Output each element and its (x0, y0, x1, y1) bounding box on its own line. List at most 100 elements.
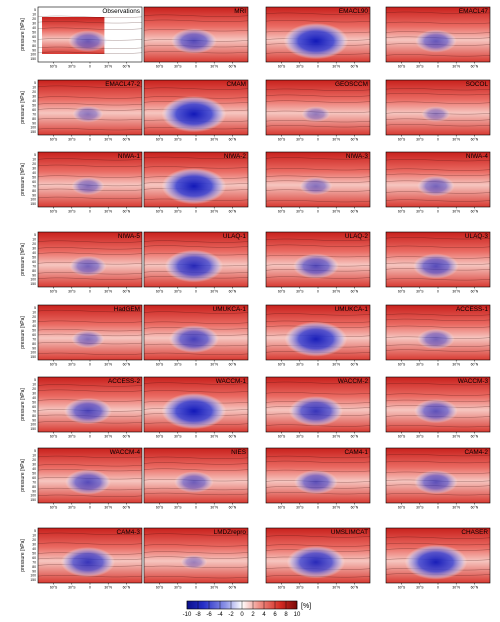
y-axis-label: pressure [hPa] (20, 163, 26, 196)
y-axis-label: pressure [hPa] (20, 18, 26, 51)
x-tick-label: 60°N (123, 290, 131, 294)
y-tick-label: 20 (32, 17, 36, 21)
y-tick-label: 50 (32, 255, 36, 259)
x-tick-label: 60°S (278, 138, 286, 142)
contour-line (37, 21, 143, 24)
x-tick-label: 30°N (104, 138, 112, 142)
y-axis-label: pressure [hPa] (20, 91, 26, 124)
x-tick-label: 30°N (332, 435, 340, 439)
contour-line (143, 240, 249, 243)
x-tick-label: 30°N (210, 506, 218, 510)
contour-line (143, 19, 249, 22)
x-tick-label: 60°N (123, 138, 131, 142)
y-tick-label: 40 (32, 547, 36, 551)
x-tick-label: 30°S (174, 586, 182, 590)
negative-anomaly-region (161, 168, 227, 205)
x-tick-label: 60°S (50, 138, 58, 142)
x-tick-label: 0 (195, 506, 197, 510)
y-tick-label: 30 (32, 247, 36, 251)
contour-line (37, 15, 143, 18)
contour-line (265, 392, 371, 395)
panel-title: UMUKCA-1 (335, 306, 369, 313)
y-tick-label: 70 (32, 337, 36, 341)
x-tick-label: 0 (317, 138, 319, 142)
contour-line (265, 244, 371, 247)
panel: LMDZrepro 60°S 30°S 0 30°N 60°N (143, 527, 249, 590)
contour-line (385, 168, 491, 171)
y-tick-label: 50 (32, 328, 36, 332)
y-tick-label: 70 (32, 112, 36, 116)
contour-line (265, 175, 371, 178)
y-tick-label: 40 (32, 171, 36, 175)
panel: ACCESS-1 60°S 30°S 0 30°N 60°N (385, 304, 491, 367)
contour-line (37, 247, 143, 250)
negative-anomaly-region (417, 175, 455, 197)
y-axis-label: pressure [hPa] (20, 539, 26, 572)
negative-anomaly-region (64, 397, 112, 425)
y-tick-label: 5 (34, 529, 36, 533)
x-tick-label: 30°S (174, 435, 182, 439)
y-tick-label: 80 (32, 189, 36, 193)
x-tick-label: 30°S (174, 65, 182, 69)
y-tick-label: 50 (32, 471, 36, 475)
y-tick-label: 150 (30, 355, 36, 359)
panel-title: WACCM-3 (458, 378, 489, 385)
panel: EMACL47-2 60°S 30°S 0 30°N 60°N 51020304050607… (20, 79, 143, 142)
x-tick-label: 60°N (123, 506, 131, 510)
x-tick-label: 60°S (156, 506, 164, 510)
panel-title: LMDZrepro (214, 529, 247, 536)
x-tick-label: 30°N (210, 138, 218, 142)
y-tick-label: 90 (32, 489, 36, 493)
panel-title: WACCM-1 (216, 378, 247, 385)
y-tick-label: 50 (32, 400, 36, 404)
y-tick-label: 10 (32, 238, 36, 242)
x-tick-label: 0 (437, 506, 439, 510)
x-tick-label: 30°S (68, 210, 76, 214)
x-tick-label: 60°N (229, 138, 237, 142)
panel: NIWA-2 60°S 30°S 0 30°N 60°N (143, 151, 249, 214)
panel-title: UMUKCA-1 (213, 306, 247, 313)
contour-line (37, 494, 143, 497)
contour-line (265, 455, 371, 458)
panel-title: EMACL47-2 (105, 81, 140, 88)
y-tick-label: 90 (32, 48, 36, 52)
x-tick-label: 0 (89, 586, 91, 590)
negative-anomaly-region (404, 544, 468, 580)
contour-line (143, 492, 249, 495)
x-tick-label: 30°N (332, 138, 340, 142)
y-tick-label: 90 (32, 273, 36, 277)
x-tick-label: 60°N (351, 363, 359, 367)
contour-line (37, 96, 143, 99)
x-tick-label: 60°N (123, 210, 131, 214)
x-tick-label: 60°N (229, 65, 237, 69)
x-tick-label: 0 (437, 290, 439, 294)
panel-title: NIWA-3 (346, 153, 369, 160)
contour-line (37, 455, 143, 458)
contour-line (37, 277, 143, 280)
x-tick-label: 60°N (471, 65, 479, 69)
x-tick-label: 60°N (351, 290, 359, 294)
contour-line (385, 11, 491, 14)
x-tick-label: 30°S (416, 506, 424, 510)
x-tick-label: 60°N (229, 363, 237, 367)
contour-line (143, 156, 249, 159)
contour-line (37, 175, 143, 178)
contour-line (385, 124, 491, 127)
x-tick-label: 60°S (50, 506, 58, 510)
contour-line (385, 542, 491, 546)
x-tick-label: 30°N (210, 290, 218, 294)
x-tick-label: 0 (437, 363, 439, 367)
x-tick-label: 60°N (351, 138, 359, 142)
y-tick-label: 60 (32, 476, 36, 480)
y-tick-label: 100 (30, 351, 36, 355)
x-tick-label: 30°N (452, 290, 460, 294)
colorbar-tick-label: -8 (195, 612, 201, 618)
y-tick-label: 5 (34, 233, 36, 237)
x-tick-label: 30°N (452, 138, 460, 142)
panel-title: NIWA-5 (118, 233, 141, 240)
x-tick-label: 30°S (174, 506, 182, 510)
x-tick-label: 60°S (278, 506, 286, 510)
x-tick-label: 60°S (156, 290, 164, 294)
x-tick-label: 30°N (104, 435, 112, 439)
